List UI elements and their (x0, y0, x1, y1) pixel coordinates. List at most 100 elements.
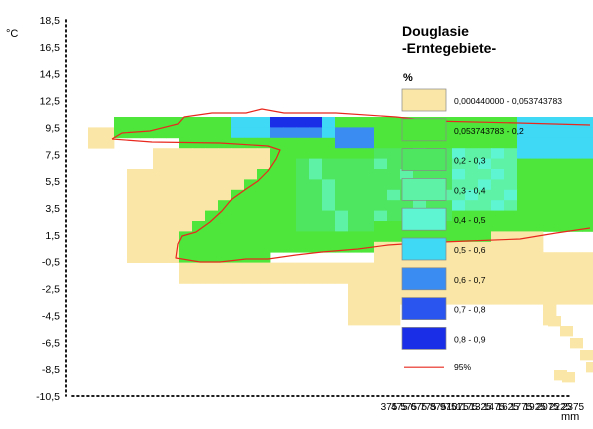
heatmap-cell (504, 137, 518, 149)
heatmap-cell (478, 189, 492, 201)
heatmap-cell (439, 137, 453, 149)
heatmap-cell (218, 241, 232, 253)
y-tick-label: 18,5 (40, 15, 61, 27)
heatmap-cell (140, 179, 154, 191)
heatmap-cell (257, 231, 271, 243)
heatmap-cell (556, 158, 570, 170)
heatmap-cell (478, 241, 492, 253)
heatmap-cell (374, 158, 388, 170)
x-tick-label: 1475 (483, 402, 506, 413)
heatmap-cell (218, 127, 232, 139)
x-tick-label: 1625 (497, 402, 520, 413)
y-axis-unit: °C (6, 28, 18, 40)
heatmap-cell (283, 221, 297, 232)
heatmap-cell (478, 179, 492, 191)
heatmap-cell (192, 117, 206, 128)
heatmap-cell (257, 169, 271, 180)
heatmap-cell (296, 189, 310, 201)
x-tick-label: 1775 (510, 402, 533, 413)
heatmap-cell (218, 169, 232, 180)
heatmap-cell (478, 293, 492, 305)
heatmap-cell (127, 179, 141, 191)
heatmap-cell (166, 117, 180, 128)
heatmap-cell (179, 262, 193, 274)
heatmap-cell (153, 179, 167, 191)
legend-swatch (401, 327, 447, 350)
heatmap-cell (554, 370, 567, 381)
heatmap-cell (400, 200, 414, 211)
heatmap-cell (556, 169, 570, 180)
heatmap-cell (517, 231, 531, 243)
heatmap-cell (231, 117, 245, 128)
heatmap-cell (530, 169, 544, 180)
heatmap-cell (270, 158, 284, 170)
heatmap-cell (283, 179, 297, 191)
heatmap-cell (504, 273, 518, 284)
heatmap-cell (517, 179, 531, 191)
heatmap-cell (517, 252, 531, 263)
heatmap-cell (309, 127, 323, 139)
heatmap-cell (426, 231, 440, 243)
legend-label: 0,6 - 0,7 (454, 275, 486, 285)
y-tick-label: -8,5 (42, 364, 60, 376)
heatmap-cell (283, 169, 297, 180)
heatmap-cell (192, 189, 206, 201)
heatmap-cell (218, 273, 232, 284)
heatmap-cell (452, 252, 466, 263)
y-tick-label: 12,5 (40, 96, 61, 108)
heatmap-cell (504, 262, 518, 274)
heatmap-cell (283, 273, 297, 284)
heatmap-cell (127, 231, 141, 243)
heatmap-cell (231, 148, 245, 159)
heatmap-cell (335, 179, 349, 191)
y-tick-label: 14,5 (40, 69, 61, 81)
heatmap-cell (361, 189, 375, 201)
heatmap-cell (127, 221, 141, 232)
heatmap-cell (283, 189, 297, 201)
heatmap-cell (179, 158, 193, 170)
heatmap-cell (465, 231, 479, 243)
heatmap-cell (231, 241, 245, 253)
heatmap-cell (322, 179, 336, 191)
heatmap-cell (452, 148, 466, 159)
heatmap-cell (257, 158, 271, 170)
heatmap-cell (387, 314, 401, 326)
heatmap-cell (400, 137, 414, 149)
heatmap-cell (517, 189, 531, 201)
heatmap-cell (348, 293, 362, 305)
heatmap-cell (179, 127, 193, 139)
heatmap-cell (439, 200, 453, 211)
heatmap-cell (231, 262, 245, 274)
heatmap-cell (192, 262, 206, 274)
heatmap-cell (257, 273, 271, 284)
heatmap-cell (387, 117, 401, 128)
heatmap-cell (218, 189, 232, 201)
heatmap-cell (569, 283, 583, 295)
heatmap-cell (231, 179, 245, 191)
legend-swatch (401, 267, 447, 291)
heatmap-cell (140, 252, 154, 263)
heatmap-cell (322, 158, 336, 170)
heatmap-cell (335, 200, 349, 211)
heatmap-cell (309, 137, 323, 149)
heatmap-cell (244, 189, 258, 201)
legend-swatch (401, 118, 447, 142)
heatmap-cell (244, 210, 258, 222)
y-tick-label: 9,5 (45, 122, 60, 134)
heatmap-cell (387, 304, 401, 315)
legend-heading: % (403, 72, 413, 84)
heatmap-cells (88, 117, 593, 383)
heatmap-cell (582, 200, 593, 211)
legend-label: 0,3 - 0,4 (454, 185, 486, 195)
heatmap-cell (452, 189, 466, 201)
heatmap-cell (140, 221, 154, 232)
heatmap-cell (465, 252, 479, 263)
y-tick-label: 5,5 (45, 176, 60, 188)
heatmap-cell (452, 210, 466, 222)
heatmap-cell (244, 127, 258, 139)
heatmap-cell (348, 210, 362, 222)
heatmap-cell (335, 127, 349, 139)
heatmap-cell (335, 231, 349, 243)
heatmap-cell (192, 127, 206, 139)
